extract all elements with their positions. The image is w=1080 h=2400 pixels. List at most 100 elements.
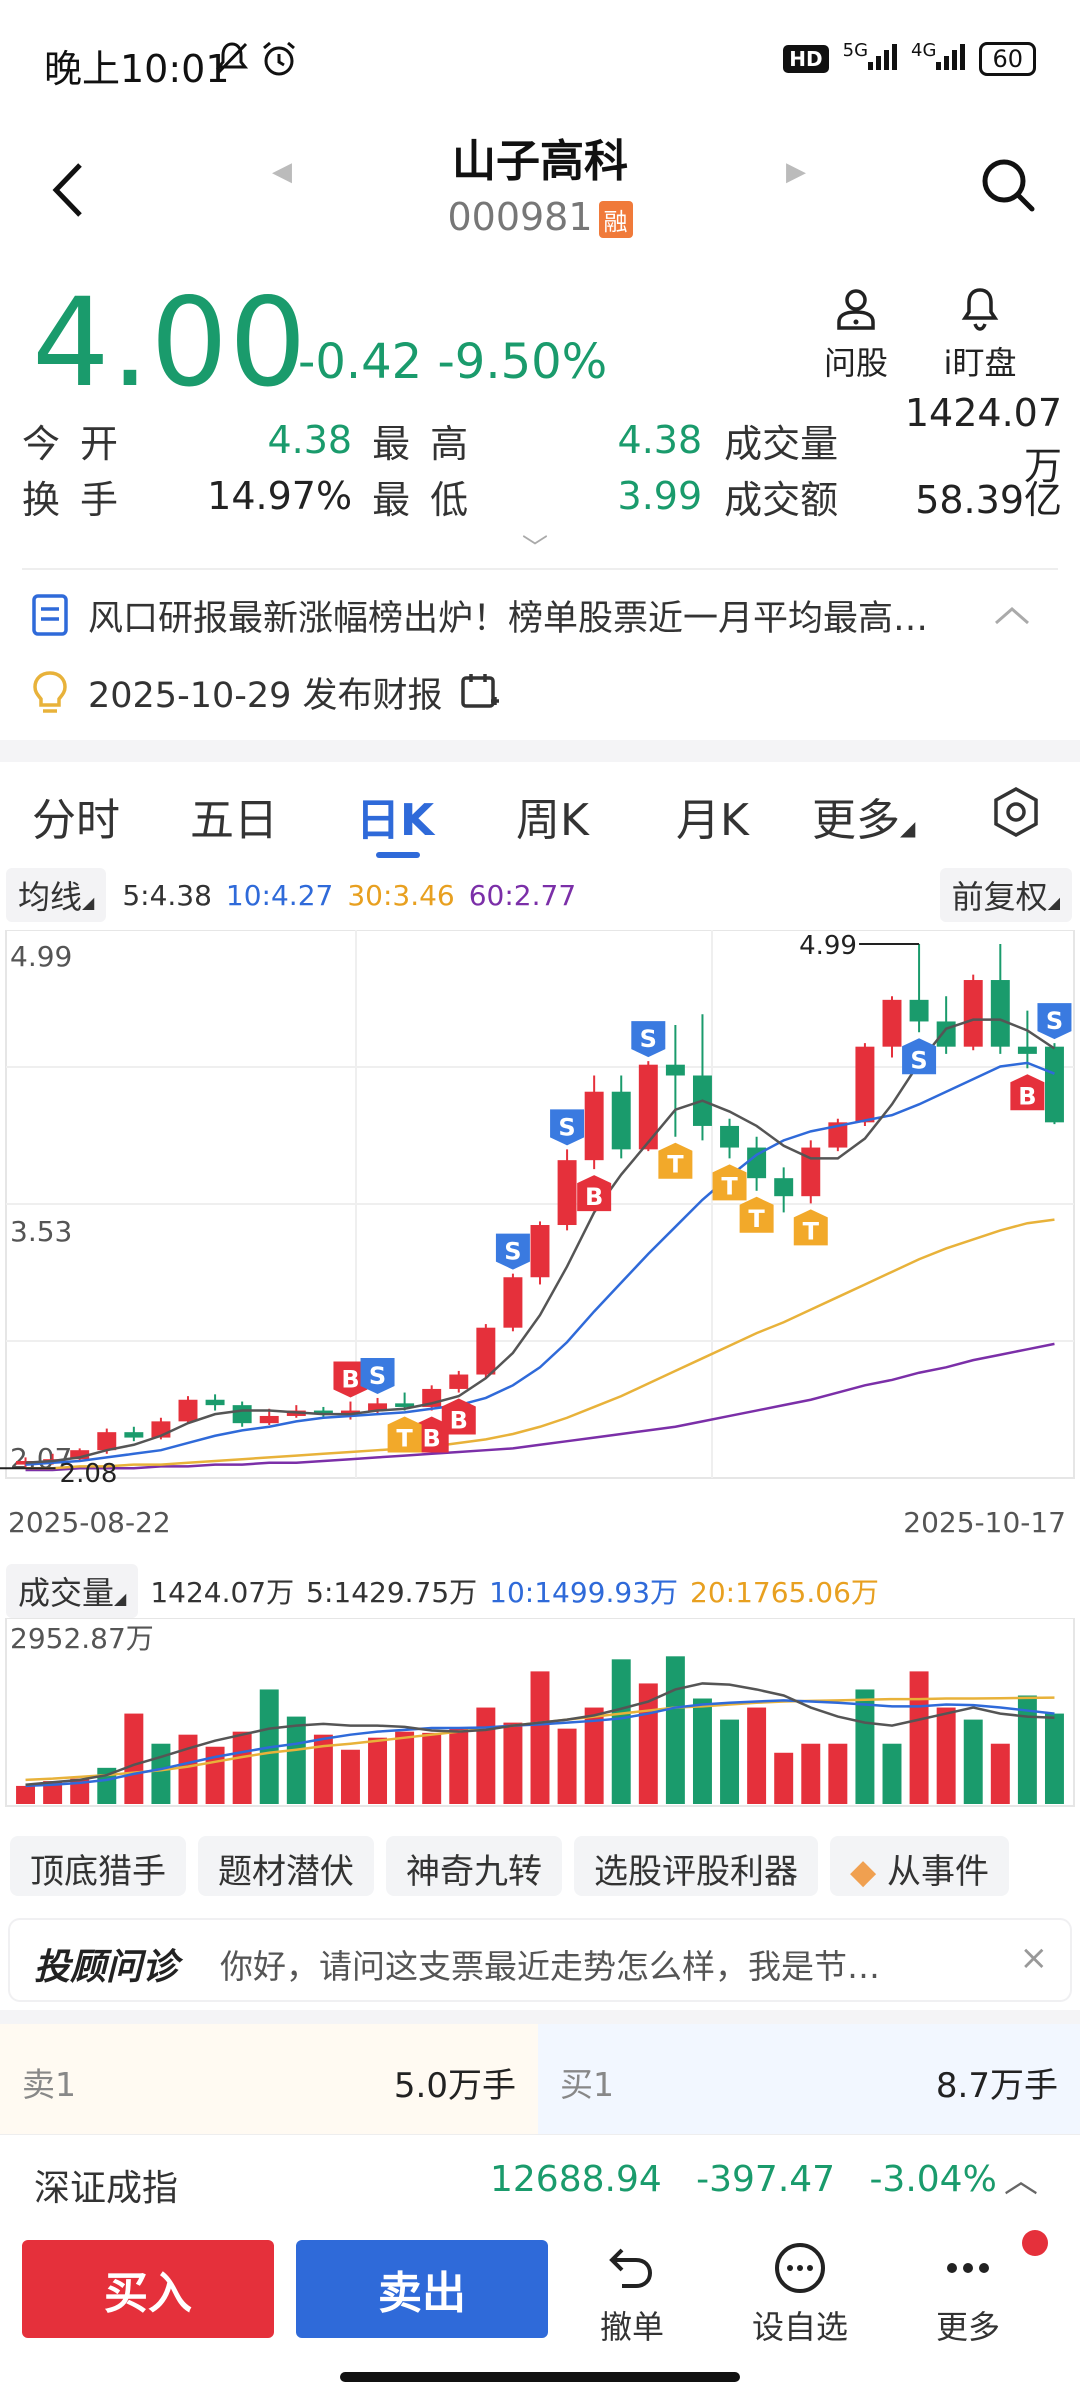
volume-ma20: 20:1765.06万 bbox=[690, 1576, 879, 1609]
signal-marker-S: S bbox=[550, 1109, 585, 1146]
open-label: 今开 bbox=[22, 421, 139, 466]
candle-body bbox=[1044, 1046, 1064, 1123]
current-price: 4.00 bbox=[32, 272, 308, 414]
buy1-label: 买1 bbox=[560, 2065, 614, 2104]
battery-icon: 60 bbox=[979, 41, 1036, 76]
volume-bar bbox=[828, 1743, 848, 1804]
volume-ma10-line bbox=[25, 1699, 1055, 1788]
next-stock-arrow[interactable]: ▶ bbox=[786, 157, 806, 187]
tool-chip[interactable]: 选股评股利器 bbox=[574, 1836, 818, 1896]
candle-body bbox=[97, 1432, 117, 1451]
svg-text:S: S bbox=[504, 1238, 521, 1266]
settings-hexagon-icon[interactable] bbox=[988, 784, 1044, 840]
signal-marker-B: B bbox=[441, 1398, 476, 1435]
search-button[interactable] bbox=[976, 153, 1040, 217]
volume-bar bbox=[503, 1722, 523, 1804]
chart-tabs: 分时 五日 日K 周K 月K 更多◢ bbox=[0, 770, 1080, 860]
volume-bar bbox=[178, 1734, 198, 1804]
cancel-order-button[interactable]: 撤单 bbox=[572, 2240, 692, 2348]
volume-bar bbox=[313, 1734, 333, 1804]
buy-button[interactable]: 买入 bbox=[22, 2240, 274, 2338]
candle-body bbox=[963, 980, 983, 1047]
undo-icon bbox=[609, 2248, 653, 2288]
news-row[interactable]: 风口研报最新涨幅榜出炉！榜单股票近一月平均最高… bbox=[30, 585, 1050, 645]
svg-text:S: S bbox=[640, 1025, 657, 1053]
ma60-value: 60:2.77 bbox=[468, 878, 577, 912]
signal-bars-icon bbox=[936, 40, 966, 70]
expand-stats-chevron-icon[interactable]: ﹀ bbox=[522, 534, 549, 564]
news-headline: 风口研报最新涨幅榜出炉！榜单股票近一月平均最高… bbox=[88, 598, 929, 639]
candle-body bbox=[124, 1432, 144, 1438]
svg-text:S: S bbox=[369, 1362, 386, 1390]
svg-text:S: S bbox=[910, 1046, 927, 1074]
tab-weekly-k[interactable]: 周K bbox=[516, 795, 589, 846]
back-button[interactable] bbox=[44, 155, 92, 225]
ai-advisor-logo: 投顾问诊 bbox=[34, 1947, 179, 1988]
volume-value: 1424.07万 bbox=[904, 390, 1062, 488]
tool-chip[interactable]: 神奇九转 bbox=[386, 1836, 562, 1896]
volume-bar bbox=[1017, 1695, 1037, 1804]
more-button[interactable]: 更多 bbox=[908, 2240, 1028, 2348]
svg-text:S: S bbox=[558, 1113, 575, 1141]
tab-daily-k[interactable]: 日K bbox=[356, 795, 435, 846]
tool-chip[interactable]: ◆ 从事件 bbox=[830, 1836, 1009, 1896]
volume-bar bbox=[801, 1743, 821, 1804]
ai-advisor-bar[interactable]: 投顾问诊 你好，请问这支票最近走势怎么样，我是节… × bbox=[10, 1920, 1070, 2000]
section-gap bbox=[0, 2010, 1080, 2024]
volume-frame bbox=[5, 1618, 1075, 1807]
volume-bar bbox=[70, 1778, 90, 1804]
calendar-add-icon bbox=[460, 674, 499, 708]
signal-marker-B: B bbox=[1010, 1074, 1045, 1111]
index-bar[interactable]: 深证成指 12688.94 -397.47 -3.04% ︿ bbox=[0, 2134, 1080, 2224]
volume-chart[interactable]: 2952.87万 bbox=[0, 1618, 1080, 1808]
tab-monthly-k[interactable]: 月K bbox=[676, 795, 749, 846]
tab-more[interactable]: 更多◢ bbox=[812, 795, 916, 846]
svg-text:T: T bbox=[667, 1151, 684, 1179]
volume-bar bbox=[692, 1698, 712, 1804]
tool-chip[interactable]: 题材潜伏 bbox=[198, 1836, 374, 1896]
tab-five-day[interactable]: 五日 bbox=[190, 795, 278, 846]
volume-chip[interactable]: 成交量◢ bbox=[6, 1564, 139, 1618]
watch-market-button[interactable]: i盯盘 bbox=[920, 286, 1040, 384]
ask-stock-button[interactable]: 问股 bbox=[796, 286, 916, 384]
candle-body bbox=[882, 999, 902, 1047]
index-values: 12688.94 -397.47 -3.04% bbox=[490, 2159, 997, 2200]
volume-ma5-line bbox=[25, 1682, 1055, 1786]
candle-body bbox=[259, 1415, 279, 1424]
prev-stock-arrow[interactable]: ◀ bbox=[272, 157, 292, 187]
sell-button[interactable]: 卖出 bbox=[296, 2240, 548, 2338]
volume-bar bbox=[449, 1728, 469, 1804]
buy-panel: 买1 8.7万手 bbox=[538, 2024, 1080, 2134]
signal-bars-icon bbox=[868, 40, 898, 70]
signal-marker-B: B bbox=[333, 1361, 368, 1398]
tab-intraday[interactable]: 分时 bbox=[32, 795, 120, 846]
volume-bar bbox=[909, 1671, 929, 1804]
chevron-up-icon[interactable]: ︿ bbox=[1004, 2161, 1038, 2201]
ma30-value: 30:3.46 bbox=[347, 878, 455, 912]
candle-body bbox=[1017, 1046, 1037, 1054]
volume-ma5: 5:1429.75万 bbox=[306, 1576, 478, 1609]
section-gap bbox=[0, 740, 1080, 762]
signal-marker-T: T bbox=[739, 1196, 774, 1233]
ma60-line bbox=[25, 1342, 1055, 1472]
volume-bar bbox=[990, 1743, 1010, 1804]
adjust-chip[interactable]: 前复权◢ bbox=[939, 868, 1072, 922]
add-watchlist-button[interactable]: 设自选 bbox=[740, 2240, 860, 2348]
volume-legend: 成交量◢ 1424.07万 5:1429.75万 10:1499.93万 20:… bbox=[6, 1564, 1076, 1618]
home-indicator[interactable] bbox=[340, 2372, 740, 2382]
document-icon bbox=[32, 594, 68, 636]
candle-body bbox=[232, 1405, 252, 1424]
volume-bar bbox=[368, 1737, 388, 1804]
candle-body bbox=[205, 1399, 225, 1406]
event-row[interactable]: 2025-10-29 发布财报 bbox=[30, 662, 730, 722]
ma-chip[interactable]: 均线◢ bbox=[6, 868, 107, 922]
margin-badge: 融 bbox=[598, 201, 633, 238]
tool-chip[interactable]: 顶底猎手 bbox=[10, 1836, 186, 1896]
volume-bar bbox=[151, 1743, 171, 1804]
signal-marker-T: T bbox=[387, 1416, 422, 1453]
x-end-date: 2025-10-17 bbox=[903, 1506, 1066, 1539]
candle-body bbox=[774, 1178, 794, 1197]
close-icon[interactable]: × bbox=[1019, 1938, 1049, 1978]
candle-body bbox=[855, 1046, 875, 1123]
